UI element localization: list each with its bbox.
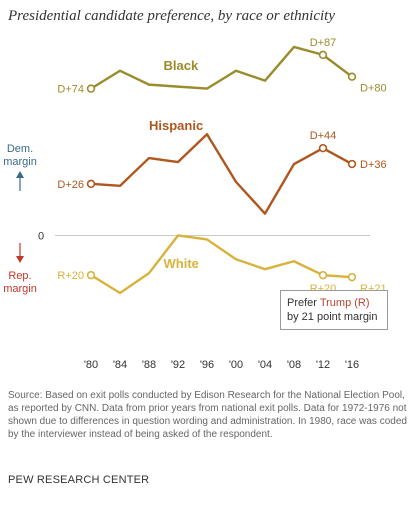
point-value-label: D+44 xyxy=(310,130,337,142)
dem-margin-text: Dem. margin xyxy=(3,143,37,168)
data-point-marker xyxy=(86,270,96,280)
x-tick-label: '96 xyxy=(200,359,214,371)
rep-margin-text: Rep. margin xyxy=(3,270,37,295)
point-value-label: D+87 xyxy=(310,37,337,49)
series-line-hispanic xyxy=(90,133,353,215)
data-point-marker xyxy=(318,143,328,153)
x-tick-label: '12 xyxy=(316,359,330,371)
callout-highlight: Trump (R) xyxy=(319,297,370,309)
zero-tick-label: 0 xyxy=(38,230,44,242)
chart-title: Presidential candidate preference, by ra… xyxy=(8,8,335,24)
x-tick-label: '00 xyxy=(229,359,243,371)
data-point-marker xyxy=(347,159,357,169)
series-line-white xyxy=(90,234,353,295)
series-label-white: White xyxy=(164,256,199,271)
data-point-marker xyxy=(86,84,96,93)
data-point-marker xyxy=(347,272,357,282)
dem-arrow-head-icon xyxy=(16,171,24,178)
rep-arrow-head-icon xyxy=(16,256,24,263)
series-label-black: Black xyxy=(164,58,199,73)
point-value-label: D+36 xyxy=(360,159,387,171)
dem-margin-label: Dem. margin xyxy=(2,143,38,169)
rep-margin-label: Rep. margin xyxy=(2,270,38,296)
x-tick-label: '92 xyxy=(171,359,185,371)
x-tick-label: '08 xyxy=(287,359,301,371)
trump-callout: Prefer Trump (R) by 21 point margin xyxy=(280,290,388,330)
x-tick-label: '16 xyxy=(345,359,359,371)
data-point-marker xyxy=(318,50,328,60)
data-point-marker xyxy=(318,270,328,280)
x-tick-label: '88 xyxy=(142,359,156,371)
callout-prefix: Prefer xyxy=(287,297,320,309)
series-label-hispanic: Hispanic xyxy=(149,118,203,133)
data-point-marker xyxy=(347,72,357,81)
brand-label: PEW RESEARCH CENTER xyxy=(8,474,150,486)
x-tick-label: '84 xyxy=(113,359,127,371)
x-tick-label: '04 xyxy=(258,359,272,371)
point-value-label: D+74 xyxy=(57,84,84,96)
point-value-label: R+20 xyxy=(57,270,84,282)
series-line-black xyxy=(90,45,353,90)
point-value-label: D+26 xyxy=(57,179,84,191)
point-value-label: D+80 xyxy=(360,83,387,95)
data-point-marker xyxy=(86,179,96,189)
callout-suffix: by 21 point margin xyxy=(287,311,378,323)
source-note: Source: Based on exit polls conducted by… xyxy=(8,390,407,440)
x-tick-label: '80 xyxy=(84,359,98,371)
